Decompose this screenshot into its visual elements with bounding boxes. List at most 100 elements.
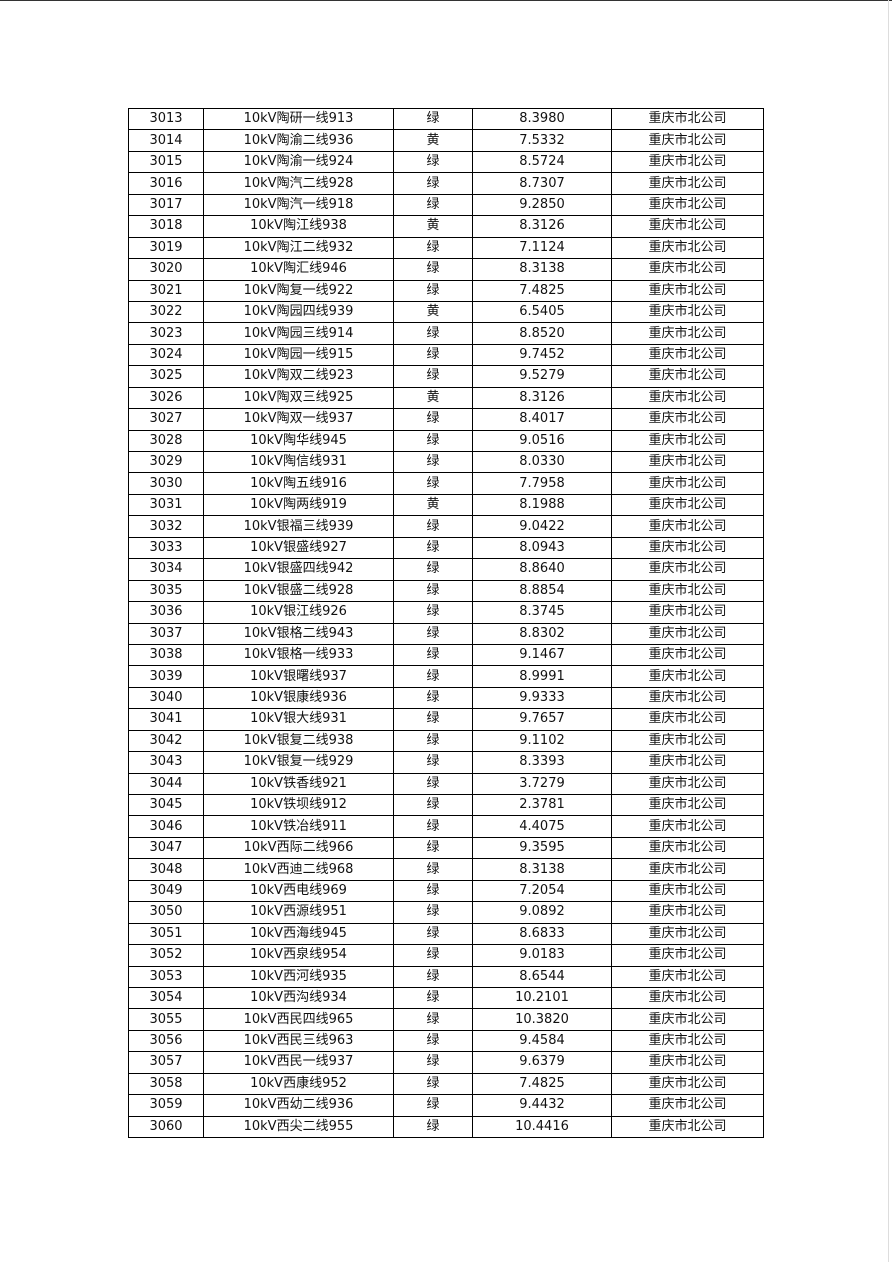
row-number-cell: 3022 [128,300,204,324]
status-color-cell: 绿 [393,729,473,753]
status-color-cell: 绿 [393,107,473,131]
company-cell: 重庆市北公司 [611,493,764,517]
row-number-cell: 3059 [128,1094,204,1117]
row-number-cell: 3025 [128,365,204,388]
page-right-edge [888,0,889,1262]
table-row: 3013 10kV陶研一线913 绿 8.3980 重庆市北公司 [128,107,764,131]
status-color-cell: 绿 [393,686,473,710]
company-cell: 重庆市北公司 [611,858,764,881]
table-row: 3015 10kV陶渝一线924 绿 8.5724 重庆市北公司 [128,150,764,174]
row-number-cell: 3034 [128,558,204,581]
row-number-cell: 3040 [128,686,204,710]
value-cell: 7.2054 [472,879,612,903]
table-row: 3041 10kV银大线931 绿 9.7657 重庆市北公司 [128,708,764,731]
table-row: 3034 10kV银盛四线942 绿 8.8640 重庆市北公司 [128,558,764,581]
company-cell: 重庆市北公司 [611,1008,764,1031]
line-name-cell: 10kV陶汽一线918 [203,193,394,217]
table-row: 3033 10kV银盛线927 绿 8.0943 重庆市北公司 [128,536,764,560]
company-cell: 重庆市北公司 [611,772,764,796]
status-color-cell: 黄 [393,129,473,152]
value-cell: 8.0943 [472,536,612,560]
table-row: 3060 10kV西尖二线955 绿 10.4416 重庆市北公司 [128,1115,764,1139]
value-cell: 8.7307 [472,172,612,195]
status-color-cell: 绿 [393,536,473,560]
value-cell: 9.4432 [472,1094,612,1117]
line-name-cell: 10kV陶双三线925 [203,386,394,410]
table-row: 3058 10kV西康线952 绿 7.4825 重庆市北公司 [128,1072,764,1096]
status-color-cell: 绿 [393,815,473,838]
status-color-cell: 绿 [393,343,473,367]
line-name-cell: 10kV陶园四线939 [203,300,394,324]
value-cell: 8.8302 [472,622,612,645]
line-name-cell: 10kV西民四线965 [203,1008,394,1031]
status-color-cell: 绿 [393,258,473,281]
value-cell: 8.3393 [472,751,612,774]
value-cell: 10.2101 [472,986,612,1010]
status-color-cell: 绿 [393,1051,473,1074]
status-color-cell: 绿 [393,429,473,453]
row-number-cell: 3052 [128,944,204,967]
row-number-cell: 3037 [128,622,204,645]
line-name-cell: 10kV银复二线938 [203,729,394,753]
line-name-cell: 10kV陶两线919 [203,493,394,517]
table-row: 3023 10kV陶园三线914 绿 8.8520 重庆市北公司 [128,322,764,345]
table-row: 3020 10kV陶汇线946 绿 8.3138 重庆市北公司 [128,258,764,281]
line-data-table: 3013 10kV陶研一线913 绿 8.3980 重庆市北公司 3014 10kV陶渝二线… [128,107,764,1139]
status-color-cell: 绿 [393,322,473,345]
table-row: 3045 10kV铁坝线912 绿 2.3781 重庆市北公司 [128,793,764,817]
line-name-cell: 10kV银福三线939 [203,515,394,538]
row-number-cell: 3056 [128,1029,204,1053]
value-cell: 8.9991 [472,665,612,688]
company-cell: 重庆市北公司 [611,708,764,731]
value-cell: 9.5279 [472,365,612,388]
line-name-cell: 10kV西民三线963 [203,1029,394,1053]
status-color-cell: 绿 [393,643,473,667]
value-cell: 9.0422 [472,515,612,538]
value-cell: 8.1988 [472,493,612,517]
company-cell: 重庆市北公司 [611,1115,764,1139]
value-cell: 8.5724 [472,150,612,174]
row-number-cell: 3017 [128,193,204,217]
line-name-cell: 10kV陶江二线932 [203,236,394,260]
table-row: 3027 10kV陶双一线937 绿 8.4017 重庆市北公司 [128,408,764,431]
company-cell: 重庆市北公司 [611,1094,764,1117]
table-row: 3042 10kV银复二线938 绿 9.1102 重庆市北公司 [128,729,764,753]
status-color-cell: 绿 [393,965,473,988]
line-name-cell: 10kV西海线945 [203,922,394,946]
row-number-cell: 3060 [128,1115,204,1139]
status-color-cell: 绿 [393,708,473,731]
row-number-cell: 3031 [128,493,204,517]
row-number-cell: 3026 [128,386,204,410]
status-color-cell: 绿 [393,793,473,817]
value-cell: 9.7452 [472,343,612,367]
company-cell: 重庆市北公司 [611,215,764,238]
row-number-cell: 3033 [128,536,204,560]
value-cell: 7.7958 [472,472,612,495]
value-cell: 9.1467 [472,643,612,667]
company-cell: 重庆市北公司 [611,601,764,624]
status-color-cell: 绿 [393,558,473,581]
table-body: 3013 10kV陶研一线913 绿 8.3980 重庆市北公司 3014 10kV陶渝二线… [128,107,764,1139]
table-row: 3059 10kV西幼二线936 绿 9.4432 重庆市北公司 [128,1094,764,1117]
row-number-cell: 3050 [128,901,204,924]
line-name-cell: 10kV陶双一线937 [203,408,394,431]
company-cell: 重庆市北公司 [611,665,764,688]
table-row: 3051 10kV西海线945 绿 8.6833 重庆市北公司 [128,922,764,946]
status-color-cell: 绿 [393,1115,473,1139]
company-cell: 重庆市北公司 [611,922,764,946]
line-name-cell: 10kV陶五线916 [203,472,394,495]
company-cell: 重庆市北公司 [611,965,764,988]
company-cell: 重庆市北公司 [611,515,764,538]
value-cell: 9.9333 [472,686,612,710]
status-color-cell: 绿 [393,1008,473,1031]
table-row: 3036 10kV银江线926 绿 8.3745 重庆市北公司 [128,601,764,624]
value-cell: 8.0330 [472,450,612,474]
line-name-cell: 10kV西源线951 [203,901,394,924]
value-cell: 8.8640 [472,558,612,581]
company-cell: 重庆市北公司 [611,236,764,260]
status-color-cell: 绿 [393,1029,473,1053]
row-number-cell: 3051 [128,922,204,946]
line-name-cell: 10kV陶汇线946 [203,258,394,281]
table-row: 3040 10kV银康线936 绿 9.9333 重庆市北公司 [128,686,764,710]
table-row: 3021 10kV陶复一线922 绿 7.4825 重庆市北公司 [128,279,764,302]
